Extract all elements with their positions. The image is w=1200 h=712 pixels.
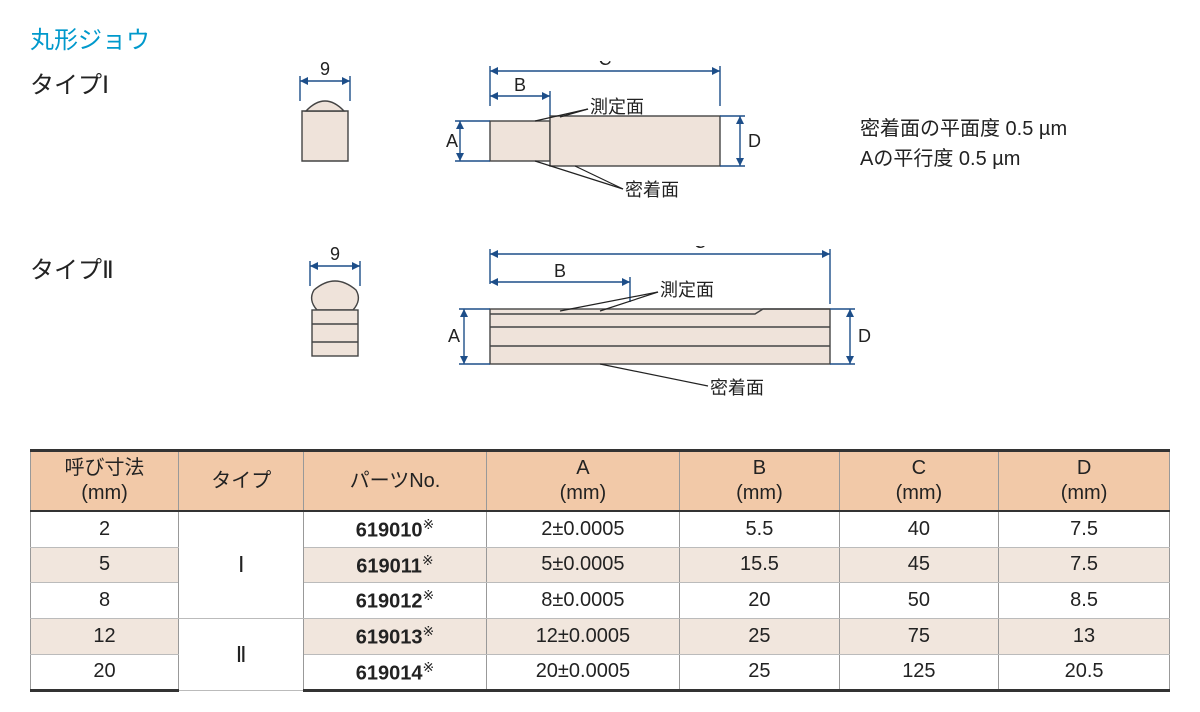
- type1-row: タイプⅠ 9: [30, 61, 1170, 226]
- cell-a: 8±0.0005: [486, 583, 680, 619]
- svg-text:9: 9: [330, 246, 340, 264]
- cell-c: 45: [839, 547, 998, 583]
- cell-size: 12: [31, 618, 179, 654]
- cell-d: 8.5: [999, 583, 1170, 619]
- svg-text:C: C: [599, 61, 612, 69]
- type1-label: タイプⅠ: [30, 65, 280, 100]
- svg-text:9: 9: [320, 61, 330, 79]
- cell-c: 50: [839, 583, 998, 619]
- spec-note-line2: Aの平行度 0.5 µm: [860, 144, 1067, 174]
- spec-note: 密着面の平面度 0.5 µm Aの平行度 0.5 µm: [860, 114, 1067, 174]
- type2-label: タイプⅡ: [30, 250, 280, 285]
- cell-c: 40: [839, 511, 998, 547]
- table-row: 2 Ⅰ 619010※ 2±0.0005 5.5 40 7.5: [31, 511, 1170, 547]
- section-title: 丸形ジョウ: [30, 20, 1170, 55]
- spec-note-line1: 密着面の平面度 0.5 µm: [860, 114, 1067, 144]
- type1-diagram: 9 C B: [280, 61, 840, 226]
- table-header-row: 呼び寸法(mm) タイプ パーツNo. A(mm) B(mm) C(mm) D(…: [31, 451, 1170, 512]
- cell-part: 619012※: [304, 583, 486, 619]
- cell-part: 619011※: [304, 547, 486, 583]
- cell-size: 5: [31, 547, 179, 583]
- svg-text:測定面: 測定面: [590, 97, 644, 117]
- svg-text:A: A: [448, 326, 460, 346]
- cell-b: 25: [680, 618, 839, 654]
- cell-b: 15.5: [680, 547, 839, 583]
- svg-text:C: C: [694, 246, 707, 252]
- cell-d: 7.5: [999, 511, 1170, 547]
- svg-text:D: D: [748, 131, 761, 151]
- cell-size: 2: [31, 511, 179, 547]
- cell-b: 5.5: [680, 511, 839, 547]
- table-row: 12 Ⅱ 619013※ 12±0.0005 25 75 13: [31, 618, 1170, 654]
- svg-text:密着面: 密着面: [625, 180, 679, 200]
- cell-b: 20: [680, 583, 839, 619]
- cell-c: 75: [839, 618, 998, 654]
- cell-type-2: Ⅱ: [179, 618, 304, 690]
- cell-a: 2±0.0005: [486, 511, 680, 547]
- cell-size: 20: [31, 654, 179, 691]
- svg-text:D: D: [858, 326, 871, 346]
- th-type: タイプ: [179, 451, 304, 512]
- th-d: D(mm): [999, 451, 1170, 512]
- th-b: B(mm): [680, 451, 839, 512]
- cell-d: 20.5: [999, 654, 1170, 691]
- svg-text:B: B: [554, 261, 566, 281]
- spec-table: 呼び寸法(mm) タイプ パーツNo. A(mm) B(mm) C(mm) D(…: [30, 449, 1170, 692]
- type2-diagram: 9 C: [280, 246, 960, 421]
- th-c: C(mm): [839, 451, 998, 512]
- cell-type-1: Ⅰ: [179, 511, 304, 618]
- th-part: パーツNo.: [304, 451, 486, 512]
- type2-row: タイプⅡ 9: [30, 246, 1170, 421]
- svg-text:A: A: [446, 131, 458, 151]
- cell-c: 125: [839, 654, 998, 691]
- cell-part: 619010※: [304, 511, 486, 547]
- cell-a: 20±0.0005: [486, 654, 680, 691]
- svg-text:測定面: 測定面: [660, 280, 714, 300]
- svg-text:B: B: [514, 75, 526, 95]
- cell-b: 25: [680, 654, 839, 691]
- cell-d: 13: [999, 618, 1170, 654]
- svg-text:密着面: 密着面: [710, 378, 764, 398]
- cell-d: 7.5: [999, 547, 1170, 583]
- cell-a: 5±0.0005: [486, 547, 680, 583]
- cell-a: 12±0.0005: [486, 618, 680, 654]
- cell-part: 619014※: [304, 654, 486, 691]
- th-a: A(mm): [486, 451, 680, 512]
- cell-part: 619013※: [304, 618, 486, 654]
- cell-size: 8: [31, 583, 179, 619]
- th-size: 呼び寸法(mm): [31, 451, 179, 512]
